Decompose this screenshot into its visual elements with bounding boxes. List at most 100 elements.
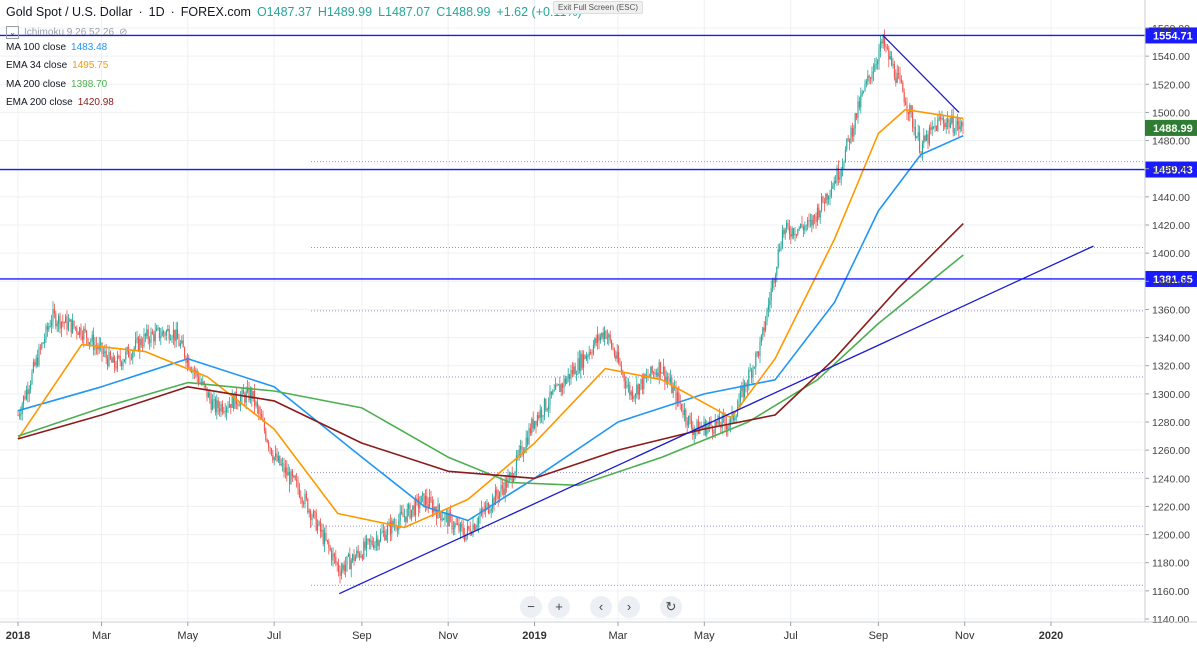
candle-down [682,410,684,416]
collapse-icon[interactable]: ⌄ [6,25,19,39]
candle-up [318,521,320,525]
y-tick-label: 1200.00 [1152,530,1190,542]
candle-down [654,372,656,375]
candle-up [737,407,739,417]
candle-up [186,357,188,364]
candle-up [38,347,40,366]
candle-up [913,127,915,129]
candle-up [661,372,663,374]
candle-up [741,386,743,391]
candle-down [87,338,89,345]
candle-down [314,511,316,513]
candle-up [577,358,579,375]
candle-down [462,527,464,536]
candle-up [608,334,610,338]
candle-up [234,391,236,409]
candle-up [51,321,53,327]
legend-item-ema200[interactable]: EMA 200 close 1420.98 [6,94,127,113]
candle-down [147,329,149,340]
candle-down [660,362,662,374]
candle-up [380,532,382,541]
candle-up [548,405,550,410]
candle-up [345,564,347,572]
candle-up [597,334,599,343]
candle-down [198,376,200,383]
candle-up [350,560,352,570]
zoom-in-button[interactable]: + [548,596,570,618]
candle-down [353,554,355,562]
candle-down [535,420,537,426]
candle-down [725,423,727,430]
candle-up [216,400,218,413]
x-tick-label: 2018 [6,630,30,642]
candle-down [550,391,552,395]
candle-up [833,181,835,187]
candle-up [88,342,90,345]
symbol-name[interactable]: Gold Spot / U.S. Dollar [6,5,133,19]
horizontal-levels[interactable]: 1554.71 1459.43 1381.65 [0,27,1197,287]
interval-label[interactable]: 1D [148,5,165,19]
candle-down [74,327,76,329]
candle-down [301,498,303,504]
candle-up [31,371,33,384]
scroll-right-button[interactable]: › [618,596,640,618]
candle-up [536,415,538,426]
y-tick-label: 1500.00 [1152,107,1190,119]
candle-up [875,63,877,65]
time-axis[interactable]: 2018 Mar May Jul Sep Nov 2019 Mar May Jul Sep Nov 20… [0,621,1197,642]
candle-up [643,374,645,390]
candle-down [210,399,212,410]
candle-up [594,338,596,346]
candle-up [636,384,638,395]
legend-item-ma200[interactable]: MA 200 close 1398.70 [6,75,127,94]
candle-up [170,339,172,341]
price-axis[interactable]: 1140.00 1160.00 1180.00 1200.00 1220.00 1240.… [1144,0,1197,626]
candle-up [489,511,491,513]
candle-down [105,351,107,358]
candle-down [713,432,715,434]
legend-item-ema34[interactable]: EMA 34 close 1495.75 [6,57,127,76]
candle-down [618,351,620,363]
candle-up [850,127,852,143]
candle-up [156,328,158,331]
candle-up [41,343,43,349]
reset-chart-button[interactable]: ↻ [660,596,682,618]
candle-down [233,395,235,409]
candle-down [305,493,307,499]
visibility-off-icon[interactable]: ⊘ [119,26,128,38]
candle-up [846,138,848,150]
candle-down [367,538,369,540]
x-tick-label: Sep [352,630,372,642]
candle-up [896,72,898,83]
candle-up [760,335,762,343]
candle-up [28,388,30,395]
legend-item-ma100[interactable]: MA 100 close 1483.48 [6,38,127,57]
candle-up [472,524,474,535]
candle-down [497,495,499,499]
ichimoku-legend[interactable]: ⌄ Ichimoku 9 26 52 26 ⊘ [6,25,128,39]
candle-down [935,125,937,131]
candle-down [933,126,935,128]
zoom-out-button[interactable]: − [520,596,542,618]
candle-down [423,493,425,507]
scroll-left-button[interactable]: ‹ [590,596,612,618]
trendlines[interactable] [338,34,1094,595]
candle-down [328,541,330,548]
candle-down [826,193,828,200]
candle-down [349,554,351,570]
candle-down [149,339,151,343]
x-tick-label: Mar [92,630,111,642]
candle-down [464,535,466,541]
candle-up [486,502,488,506]
candle-down [702,427,704,429]
ohlc-low: L1487.07 [378,5,431,19]
ichimoku-label: Ichimoku 9 26 52 26 [24,26,115,38]
candle-down [814,215,816,217]
exit-fullscreen-button[interactable]: Exit Full Screen (ESC) [553,1,644,14]
candle-down [541,409,543,417]
candle-up [587,356,589,358]
candle-up [165,330,167,336]
candle-down [612,347,614,350]
candle-up [340,569,342,576]
